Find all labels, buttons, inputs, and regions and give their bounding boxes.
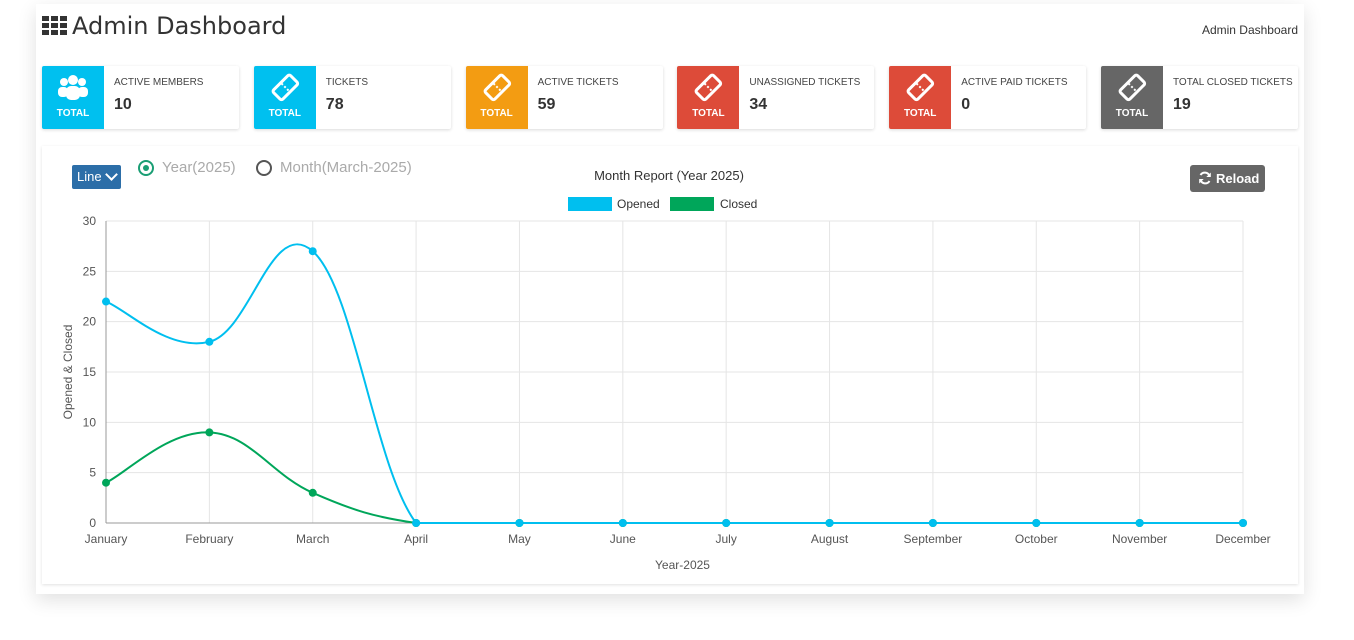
stat-card-icon-box: TOTAL <box>42 66 104 129</box>
stat-card-icon-box: TOTAL <box>465 66 528 129</box>
page-header: Admin Dashboard Admin Dashboard <box>42 10 1298 46</box>
chart-type-select[interactable]: Line <box>72 165 121 189</box>
stat-card-label: ACTIVE MEMBERS <box>114 77 204 88</box>
stat-card-value: 78 <box>325 96 344 113</box>
stat-card-total-label: TOTAL <box>903 108 937 119</box>
ticket-icon <box>271 73 299 102</box>
x-tick-label: February <box>185 532 233 546</box>
data-point-closed <box>205 428 214 437</box>
chart-title: Month Report (Year 2025) <box>594 168 744 183</box>
stat-card[interactable]: TOTAL ACTIVE MEMBERS 10 <box>42 66 239 129</box>
stat-card-total-label: TOTAL <box>1115 108 1149 119</box>
y-tick-label: 0 <box>89 516 96 530</box>
stat-card-label: UNASSIGNED TICKETS <box>749 77 861 88</box>
x-tick-label: September <box>904 532 963 546</box>
stat-card[interactable]: TOTAL ACTIVE PAID TICKETS 0 <box>889 66 1087 129</box>
legend-swatch <box>568 197 612 211</box>
y-axis-label: Opened & Closed <box>61 325 75 420</box>
x-tick-label: May <box>508 532 531 546</box>
data-point-opened <box>722 519 731 527</box>
x-tick-label: July <box>716 532 737 546</box>
data-point-opened <box>928 519 937 527</box>
ticket-icon <box>483 73 511 102</box>
y-tick-label: 15 <box>83 365 97 379</box>
stat-card-label: TICKETS <box>325 77 369 88</box>
x-tick-label: November <box>1112 532 1167 546</box>
y-tick-label: 20 <box>83 315 97 329</box>
data-point-opened <box>618 519 627 527</box>
users-icon <box>58 75 88 100</box>
stat-card-total-label: TOTAL <box>56 108 90 119</box>
data-point-opened <box>1032 519 1041 527</box>
chart-type-value: Line <box>77 169 102 184</box>
data-point-opened <box>205 337 214 346</box>
reload-label: Reload <box>1216 171 1260 186</box>
stat-card-icon-box: TOTAL <box>677 66 740 129</box>
data-point-opened <box>308 247 317 256</box>
data-point-opened <box>825 519 834 527</box>
y-tick-label: 5 <box>89 466 96 480</box>
x-tick-label: October <box>1015 532 1058 546</box>
reload-button[interactable]: Reload <box>1190 165 1265 192</box>
stat-cards: TOTAL ACTIVE MEMBERS 10 TOTAL TICKETS 78 TOTAL… <box>42 66 1298 130</box>
stat-card-icon-box: TOTAL <box>1101 66 1163 129</box>
ticket-icon <box>906 73 935 102</box>
stat-card-label: TOTAL CLOSED TICKETS <box>1173 77 1293 88</box>
x-tick-label: March <box>296 532 329 546</box>
legend-swatch <box>670 197 714 211</box>
x-tick-label: June <box>610 532 636 546</box>
x-tick-label: August <box>811 532 849 546</box>
radio-year-indicator <box>138 160 154 176</box>
data-point-closed <box>102 478 110 487</box>
stat-card[interactable]: TOTAL ACTIVE TICKETS 59 <box>465 66 663 129</box>
stat-card[interactable]: TOTAL UNASSIGNED TICKETS 34 <box>677 66 875 129</box>
stat-card-icon-box: TOTAL <box>889 66 952 129</box>
stat-card-icon-box: TOTAL <box>253 66 316 129</box>
series-line-closed <box>105 431 1243 524</box>
stat-card-label: ACTIVE PAID TICKETS <box>961 77 1068 88</box>
stat-card[interactable]: TOTAL TICKETS 78 <box>253 66 451 129</box>
stat-card-label: ACTIVE TICKETS <box>537 77 619 88</box>
data-point-opened <box>515 519 524 527</box>
legend-label: Closed <box>720 197 757 211</box>
stat-card[interactable]: TOTAL TOTAL CLOSED TICKETS 19 <box>1101 66 1298 129</box>
refresh-icon <box>1199 171 1211 185</box>
line-chart: 0 5 10 15 20 25 30 January February March April May… <box>61 168 1271 572</box>
ticket-icon <box>694 73 723 102</box>
page-title: Admin Dashboard <box>72 12 287 40</box>
x-axis-label: Year-2025 <box>655 558 710 572</box>
legend-label: Opened <box>617 197 660 211</box>
radio-month-label: Month(March-2025) <box>280 159 412 176</box>
x-tick-label: January <box>85 532 128 546</box>
stat-card-value: 19 <box>1173 96 1191 113</box>
stat-card-value: 59 <box>537 96 556 113</box>
x-tick-label: April <box>404 532 428 546</box>
data-point-opened <box>102 297 110 306</box>
stat-card-value: 0 <box>961 96 971 113</box>
data-point-opened <box>412 519 421 527</box>
stat-card-total-label: TOTAL <box>480 108 513 119</box>
y-tick-label: 10 <box>83 415 97 429</box>
chart-panel: Line Year(2025) Month(March-2025) Reload… <box>42 146 1298 584</box>
stat-card-total-label: TOTAL <box>268 108 301 119</box>
y-tick-label: 25 <box>83 264 97 278</box>
stat-card-value: 10 <box>114 96 132 113</box>
stat-card-total-label: TOTAL <box>692 108 725 119</box>
breadcrumb[interactable]: Admin Dashboard <box>1201 23 1298 37</box>
ticket-icon <box>1118 73 1147 102</box>
series-line-opened <box>105 243 1243 524</box>
data-point-opened <box>1135 519 1144 527</box>
data-point-opened <box>1239 519 1247 527</box>
stat-card-value: 34 <box>749 96 768 113</box>
y-tick-label: 30 <box>83 214 97 228</box>
radio-year-label: Year(2025) <box>162 159 236 176</box>
x-tick-label: December <box>1215 532 1270 546</box>
grid-menu-icon[interactable] <box>42 16 68 36</box>
radio-month-indicator <box>256 160 272 176</box>
data-point-closed <box>308 488 317 497</box>
